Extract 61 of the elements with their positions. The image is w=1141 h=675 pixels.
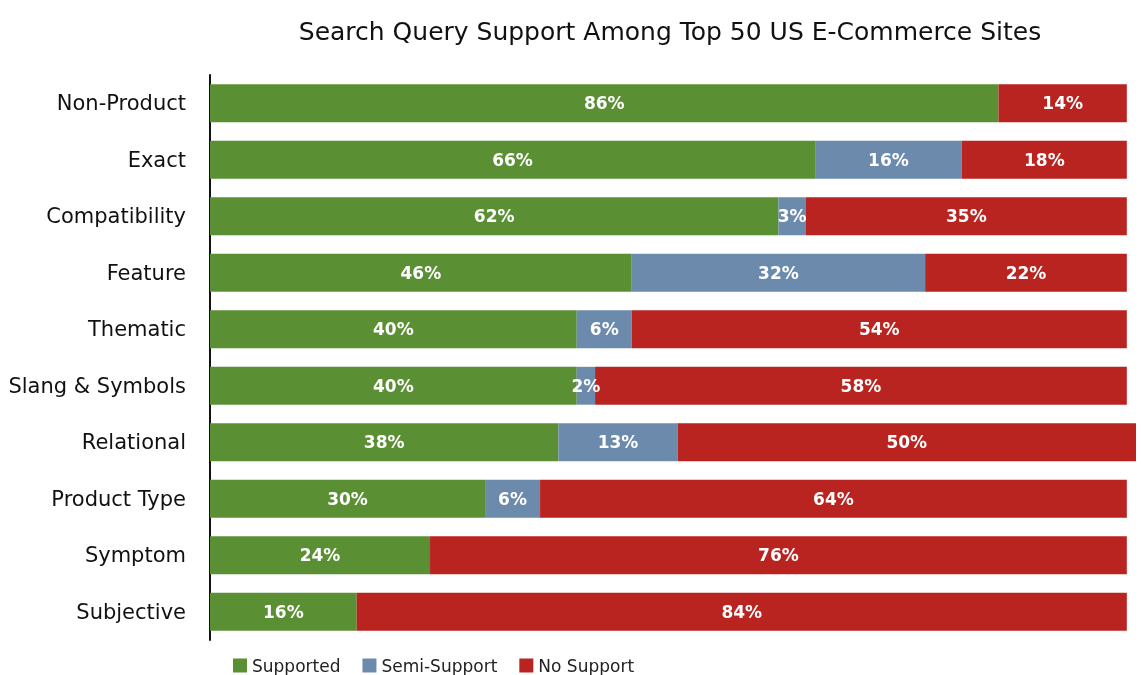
bar [631,310,1127,349]
data-label: 40% [373,319,414,340]
data-label: 32% [758,262,799,283]
bar [558,423,678,462]
data-label: 3% [777,206,807,227]
bar [210,197,779,236]
chart-title: Search Query Support Among Top 50 US E-Commerce Sites [298,17,1042,46]
bar [210,536,431,575]
data-label: 6% [498,488,527,509]
data-label: 16% [868,149,909,170]
legend-label: Semi-Support [381,655,498,675]
data-label: 38% [363,432,405,453]
y-tick-label: Symptom [84,543,186,568]
legend-label: Supported [252,655,341,675]
data-label: 58% [840,375,882,396]
bar [925,253,1127,292]
bar [998,84,1127,123]
data-label: 24% [299,545,341,566]
y-tick-label: Thematic [87,317,186,342]
y-tick-label: Exact [127,147,186,172]
data-label: 18% [1023,149,1065,170]
data-label: 84% [721,601,763,622]
data-label: 50% [886,432,928,453]
bar [210,84,999,123]
bar [540,479,1127,518]
data-label: 64% [813,488,854,509]
y-tick-label: Feature [106,260,186,285]
bar [677,423,1136,462]
data-label: 6% [589,319,619,340]
bar [961,140,1127,179]
bar [210,140,816,179]
y-tick-label: Slang & Symbols [8,373,186,398]
data-label: 30% [327,488,368,509]
data-label: 16% [262,601,304,622]
bar [210,310,577,349]
data-label: 22% [1005,262,1047,283]
data-label: 76% [758,545,799,566]
data-label: 35% [946,206,987,227]
bar [210,479,486,518]
y-tick-label: Relational [81,430,186,455]
data-label: 46% [400,262,442,283]
bar [356,592,1127,631]
y-tick-label: Product Type [51,486,186,511]
data-label: 14% [1042,93,1084,114]
data-label: 40% [373,375,414,396]
y-tick-label: Compatibility [46,204,186,229]
legend-label: No Support [538,655,635,675]
bar [805,197,1127,236]
y-tick-label: Subjective [76,599,186,624]
y-tick-label: Non-Product [56,91,186,116]
bar [210,253,632,292]
bar [210,423,559,462]
data-label: 54% [858,319,900,340]
data-label: 66% [492,149,533,170]
data-label: 62% [473,206,515,227]
bar [210,592,357,631]
bar [631,253,926,292]
data-label: 86% [583,93,625,114]
bar [430,536,1127,575]
data-label: 13% [597,432,639,453]
bar [815,140,962,179]
